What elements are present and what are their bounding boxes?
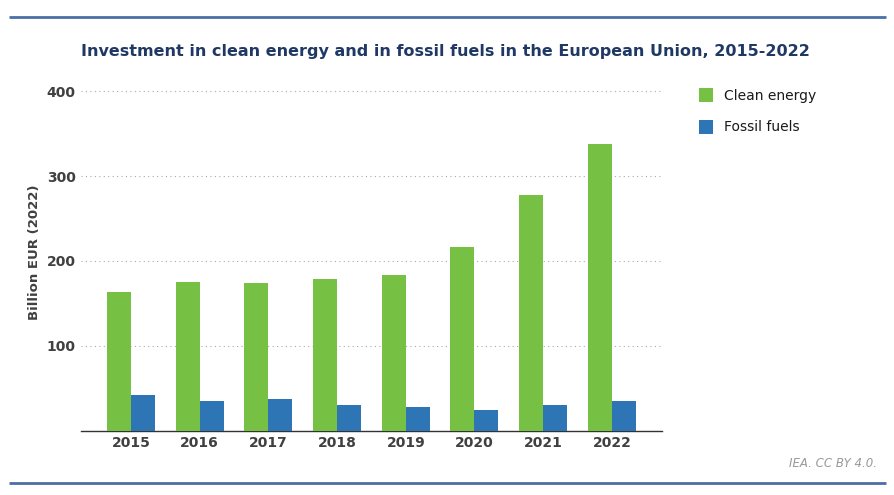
Bar — [131, 395, 155, 431]
Bar — [382, 275, 405, 431]
Legend: Clean energy, Fossil fuels: Clean energy, Fossil fuels — [692, 81, 822, 142]
Text: Investment in clean energy and in fossil fuels in the European Union, 2015-2022: Investment in clean energy and in fossil… — [80, 45, 808, 59]
Bar — [175, 282, 199, 431]
Bar — [313, 279, 337, 431]
Bar — [268, 399, 292, 431]
Y-axis label: Billion EUR (2022): Billion EUR (2022) — [28, 185, 41, 320]
Bar — [199, 401, 224, 431]
Bar — [543, 405, 567, 431]
Bar — [519, 195, 543, 431]
Bar — [611, 401, 635, 431]
Bar — [405, 407, 429, 431]
Bar — [474, 410, 498, 431]
Bar — [587, 144, 611, 431]
Bar — [450, 248, 474, 431]
Bar — [107, 293, 131, 431]
Bar — [337, 405, 360, 431]
Text: IEA. CC BY 4.0.: IEA. CC BY 4.0. — [789, 457, 876, 470]
Bar — [244, 283, 268, 431]
